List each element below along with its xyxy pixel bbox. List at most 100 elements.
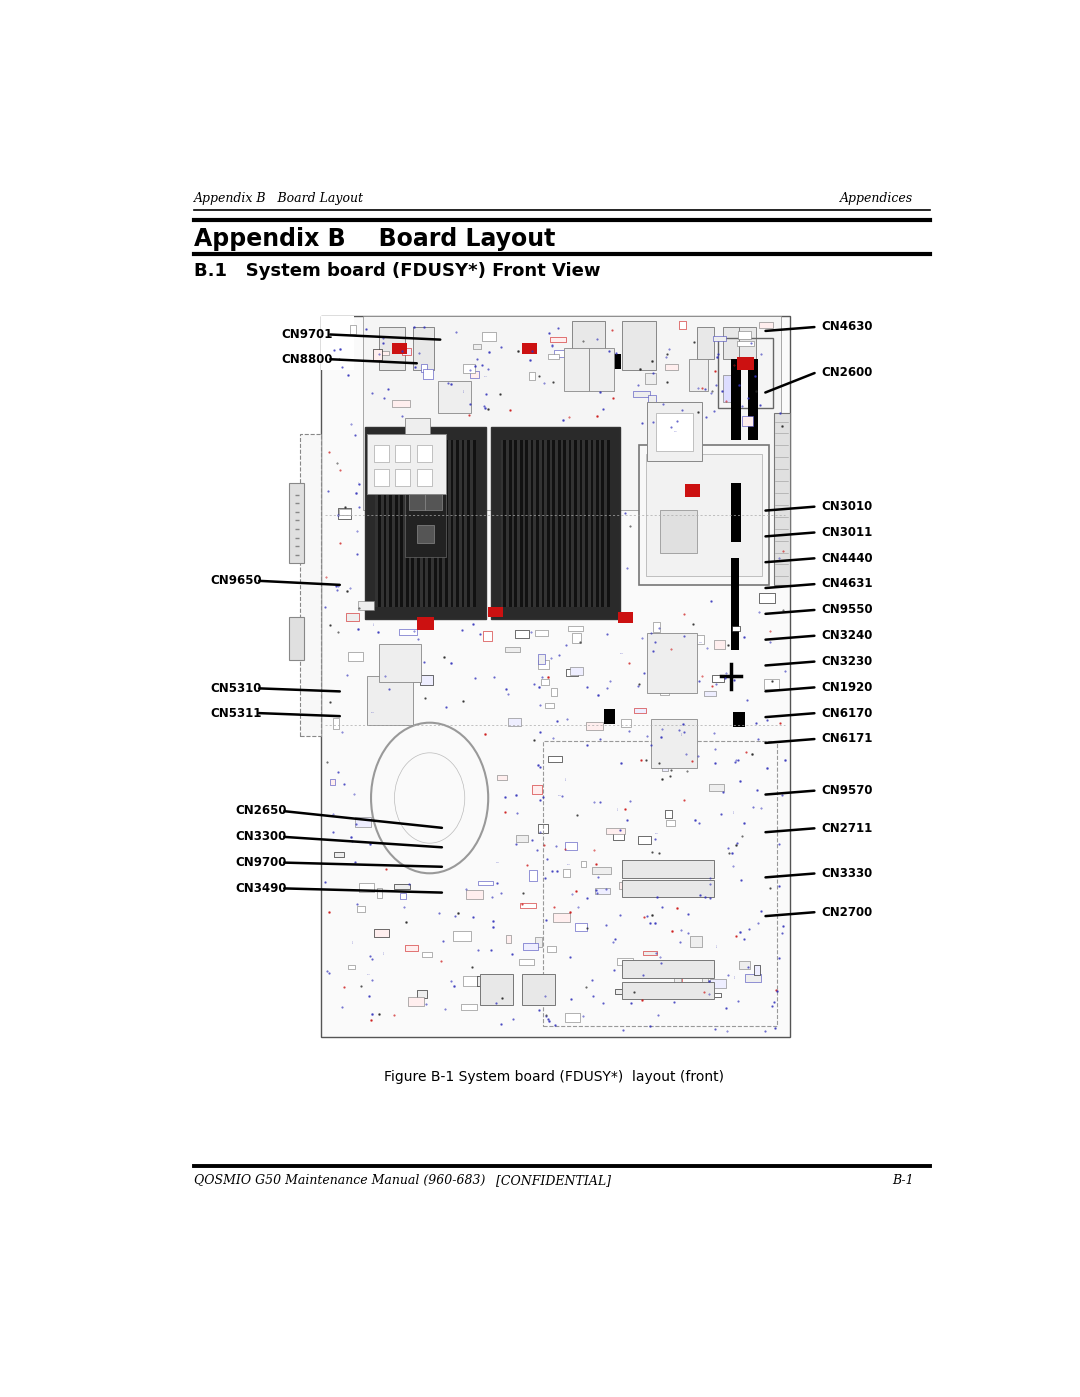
Bar (732, 626, 741, 630)
Bar (665, 810, 672, 819)
Text: CN3010: CN3010 (821, 500, 873, 513)
Bar (321, 316, 354, 370)
Bar (648, 395, 657, 404)
Bar (561, 440, 564, 606)
Bar (637, 835, 651, 844)
Bar (538, 986, 553, 992)
Bar (408, 493, 426, 510)
Bar (448, 440, 450, 606)
Bar (408, 440, 411, 606)
Bar (690, 936, 702, 947)
Bar (691, 863, 698, 869)
Bar (349, 652, 364, 661)
Bar (774, 414, 789, 585)
Bar (740, 327, 756, 359)
Bar (454, 930, 471, 940)
Text: CN9570: CN9570 (821, 784, 873, 796)
Bar (463, 977, 477, 986)
Text: Appendices: Appendices (840, 193, 914, 205)
Bar (704, 692, 716, 697)
Bar (515, 630, 528, 638)
Bar (689, 986, 703, 995)
Text: CN2650: CN2650 (235, 805, 287, 817)
Bar (464, 440, 468, 606)
Bar (507, 440, 509, 606)
Bar (691, 888, 710, 897)
Bar (522, 344, 537, 353)
Bar (518, 960, 534, 965)
Bar (604, 440, 607, 606)
Bar (660, 510, 698, 553)
Bar (572, 633, 581, 643)
Bar (338, 509, 351, 518)
Bar (405, 490, 446, 556)
Text: CN5310: CN5310 (211, 682, 261, 694)
Bar (660, 686, 669, 694)
Bar (589, 348, 613, 391)
Bar (442, 440, 445, 606)
Bar (618, 612, 633, 623)
Bar (678, 321, 686, 330)
Bar (747, 359, 758, 440)
Bar (689, 359, 707, 391)
Bar (334, 852, 343, 858)
Bar (629, 961, 642, 970)
Bar (708, 784, 724, 791)
Bar (707, 993, 721, 997)
Bar (539, 659, 549, 669)
Bar (438, 380, 472, 414)
Bar (572, 321, 606, 370)
Bar (731, 359, 741, 440)
Bar (415, 440, 417, 606)
Bar (522, 975, 555, 1004)
Bar (566, 669, 578, 676)
Bar (685, 483, 700, 497)
Bar (523, 440, 525, 606)
Bar (702, 978, 707, 985)
Bar (387, 440, 389, 606)
Bar (379, 327, 405, 370)
Bar (512, 440, 514, 606)
Bar (565, 1013, 580, 1023)
Text: CN3330: CN3330 (821, 866, 873, 880)
Bar (374, 929, 389, 937)
Bar (501, 440, 503, 606)
Bar (593, 440, 596, 606)
Bar (615, 989, 626, 993)
Bar (321, 316, 789, 1037)
Bar (420, 675, 433, 685)
Bar (588, 440, 591, 606)
Bar (377, 888, 382, 898)
Bar (565, 842, 578, 849)
Bar (621, 719, 631, 728)
Text: CN3490: CN3490 (235, 882, 287, 895)
Bar (379, 644, 421, 682)
Bar (622, 880, 714, 897)
Bar (509, 718, 521, 725)
Bar (505, 936, 512, 943)
Bar (555, 440, 558, 606)
Bar (517, 440, 519, 606)
Bar (731, 559, 740, 650)
Bar (405, 418, 430, 446)
Bar (713, 337, 726, 341)
Bar (622, 321, 656, 370)
Bar (401, 893, 406, 898)
Bar (397, 440, 401, 606)
Text: [CONFIDENTIAL]: [CONFIDENTIAL] (496, 1175, 611, 1187)
Text: Appendix B    Board Layout: Appendix B Board Layout (193, 226, 555, 250)
Bar (516, 835, 528, 842)
Bar (674, 974, 680, 983)
Text: CN4630: CN4630 (821, 320, 873, 334)
Bar (393, 884, 410, 888)
Bar (676, 978, 683, 986)
Text: CN2700: CN2700 (821, 905, 873, 918)
Bar (575, 923, 586, 932)
Bar (609, 353, 621, 369)
Bar (421, 363, 428, 373)
Bar (679, 648, 686, 657)
Bar (363, 316, 781, 510)
Bar (759, 592, 775, 604)
Bar (538, 654, 544, 665)
Text: CN9550: CN9550 (821, 604, 873, 616)
